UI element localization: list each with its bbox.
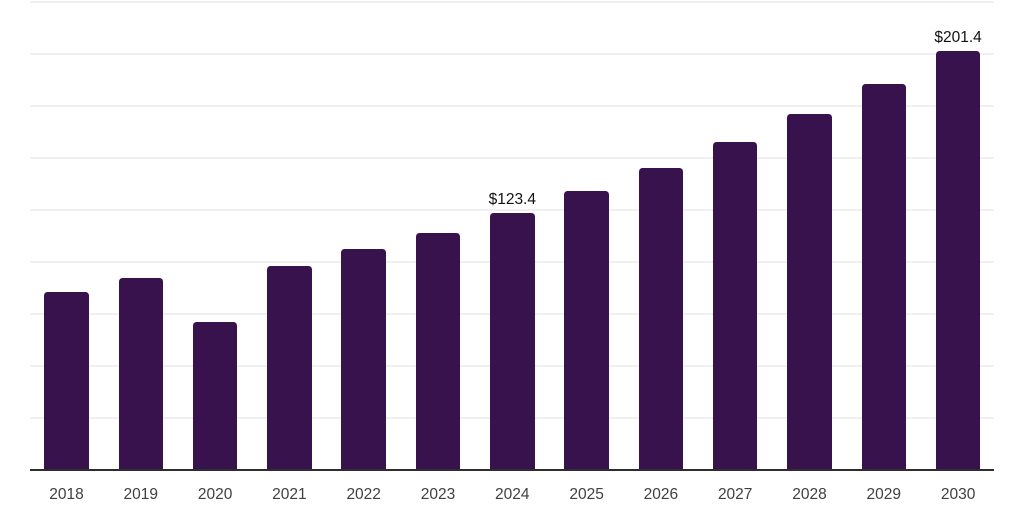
bar-2021 [267, 265, 312, 470]
x-tick-label-2030: 2030 [940, 486, 976, 503]
bar-2022 [341, 248, 386, 470]
bar-2020 [192, 321, 238, 470]
bar-2030 [935, 51, 981, 470]
bar-2025 [564, 191, 609, 470]
x-tick-label-2023: 2023 [420, 486, 456, 503]
x-tick-label-2024: 2024 [495, 486, 530, 503]
x-tick-label-2022: 2022 [346, 486, 381, 503]
x-tick-label-2021: 2021 [272, 486, 307, 503]
bar-2028 [787, 114, 832, 470]
bar-2024 [490, 213, 535, 470]
gridline [30, 1, 994, 3]
x-tick-label-2018: 2018 [49, 486, 84, 503]
x-tick-label-2019: 2019 [123, 486, 159, 503]
x-tick-label-2027: 2027 [717, 486, 753, 503]
bar-2029 [861, 84, 907, 470]
x-tick-label-2025: 2025 [569, 486, 604, 503]
bar-2019 [118, 277, 164, 470]
gridline [30, 209, 994, 211]
x-tick-label-2029: 2029 [866, 486, 902, 503]
x-tick-label-2026: 2026 [643, 486, 679, 503]
value-label-2030: $201.4 [934, 29, 982, 47]
x-axis-line [30, 469, 994, 471]
value-label-2024: $123.4 [488, 191, 536, 209]
bar-2026 [638, 167, 684, 470]
gridline [30, 105, 994, 107]
gridline [30, 53, 994, 55]
gridline [30, 157, 994, 159]
bar-2027 [712, 142, 758, 470]
bar-2018 [44, 291, 89, 470]
x-tick-label-2020: 2020 [197, 486, 233, 503]
bar-2023 [415, 232, 461, 470]
x-tick-label-2028: 2028 [792, 486, 827, 503]
